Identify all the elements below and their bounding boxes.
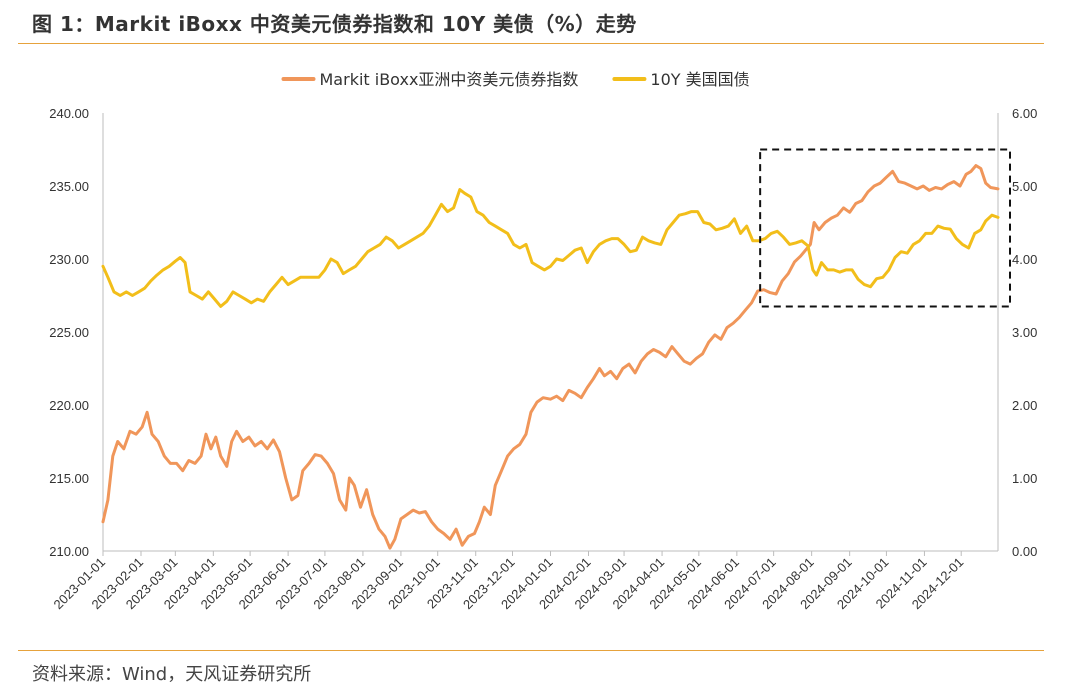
- axes: 210.00 215.00 220.00 225.00 230.00 235.00 240.…: [49, 106, 1037, 612]
- right-tick-label: 0.00: [1012, 544, 1037, 559]
- series-line-2: [101, 188, 1000, 308]
- right-tick-label: 5.00: [1012, 179, 1037, 194]
- right-tick-label: 3.00: [1012, 325, 1037, 340]
- right-tick-label: 2.00: [1012, 398, 1037, 413]
- chart-title: 图 1：Markit iBoxx 中资美元债券指数和 10Y 美债（%）走势: [32, 12, 637, 36]
- source-note: 资料来源：Wind，天风证券研究所: [32, 664, 312, 685]
- left-tick-label: 220.00: [49, 398, 89, 413]
- left-tick-label: 240.00: [49, 106, 89, 121]
- title-rule: [18, 43, 1044, 44]
- footer-rule: [18, 650, 1044, 651]
- right-tick-label: 6.00: [1012, 106, 1037, 121]
- overlay-layer: [759, 148, 1012, 308]
- right-tick-label: 1.00: [1012, 471, 1037, 486]
- series-layer: [101, 164, 1000, 550]
- legend: Markit iBoxx亚洲中资美元债券指数 10Y 美国国债: [281, 70, 750, 89]
- left-tick-label: 210.00: [49, 544, 89, 559]
- right-tick-label: 4.00: [1012, 252, 1037, 267]
- series-line-1: [101, 164, 1000, 550]
- legend-label-2: 10Y 美国国债: [650, 70, 749, 89]
- left-tick-label: 235.00: [49, 179, 89, 194]
- highlight-box: [759, 148, 1012, 308]
- legend-label-1: Markit iBoxx亚洲中资美元债券指数: [320, 70, 579, 89]
- left-tick-label: 225.00: [49, 325, 89, 340]
- left-tick-label: 230.00: [49, 252, 89, 267]
- left-tick-label: 215.00: [49, 471, 89, 486]
